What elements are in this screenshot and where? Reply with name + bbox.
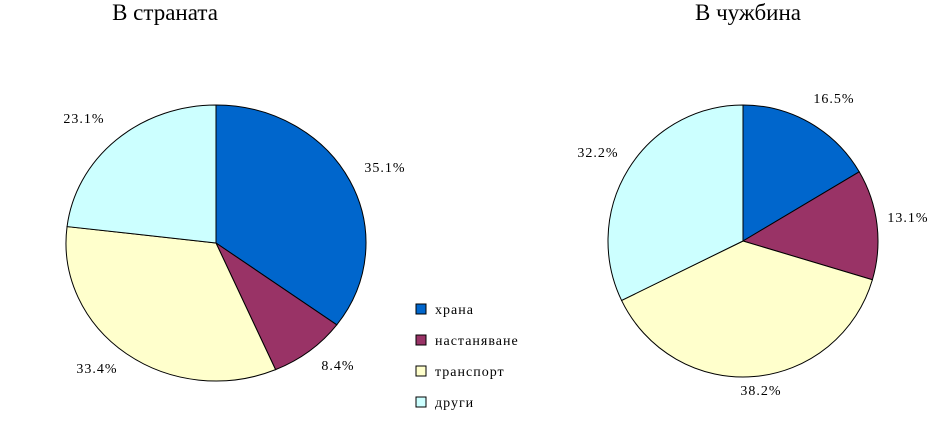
pie-label-abroad-other: 32.2% (577, 146, 618, 161)
legend-swatch-food (415, 303, 427, 315)
pie-title-domestic: В страната (112, 0, 218, 25)
pie-domestic: 35.1% 8.4% 33.4% 23.1% (63, 104, 405, 382)
pie-label-abroad-accommodation: 13.1% (887, 211, 928, 226)
legend-label-food: храна (435, 303, 474, 318)
pie-abroad: 16.5% 13.1% 38.2% 32.2% (577, 92, 928, 399)
legend-swatch-transport (415, 365, 427, 377)
legend-label-other: други (435, 396, 474, 411)
legend-swatch-other (415, 396, 427, 408)
pie-slice-abroad-other (607, 104, 744, 302)
legend-label-accommodation: настаняване (435, 334, 519, 349)
pie-label-domestic-accommodation: 8.4% (321, 359, 354, 374)
legend-swatch-accommodation (415, 334, 427, 346)
legend-label-transport: транспорт (435, 365, 505, 380)
legend-item-transport: транспорт (415, 365, 505, 380)
pie-slice-domestic-food (215, 104, 367, 326)
pie-slice-domestic-transport (65, 226, 277, 382)
pie-label-abroad-food: 16.5% (813, 92, 854, 107)
pie-slice-abroad-accommodation (741, 171, 879, 281)
pie-label-domestic-other: 23.1% (63, 112, 104, 127)
pie-slice-abroad-food (742, 104, 860, 242)
legend-item-accommodation: настаняване (415, 334, 519, 349)
pie-label-domestic-transport: 33.4% (76, 362, 117, 377)
pie-label-abroad-transport: 38.2% (740, 384, 781, 399)
pie-label-domestic-food: 35.1% (364, 161, 405, 176)
pie-slice-abroad-transport (620, 240, 874, 378)
legend-item-food: храна (415, 303, 474, 318)
pie-slice-domestic-other (66, 104, 217, 244)
pie-title-abroad: В чужбина (695, 0, 801, 25)
legend: храна настаняване транспорт други (415, 303, 519, 411)
legend-item-other: други (415, 396, 474, 411)
